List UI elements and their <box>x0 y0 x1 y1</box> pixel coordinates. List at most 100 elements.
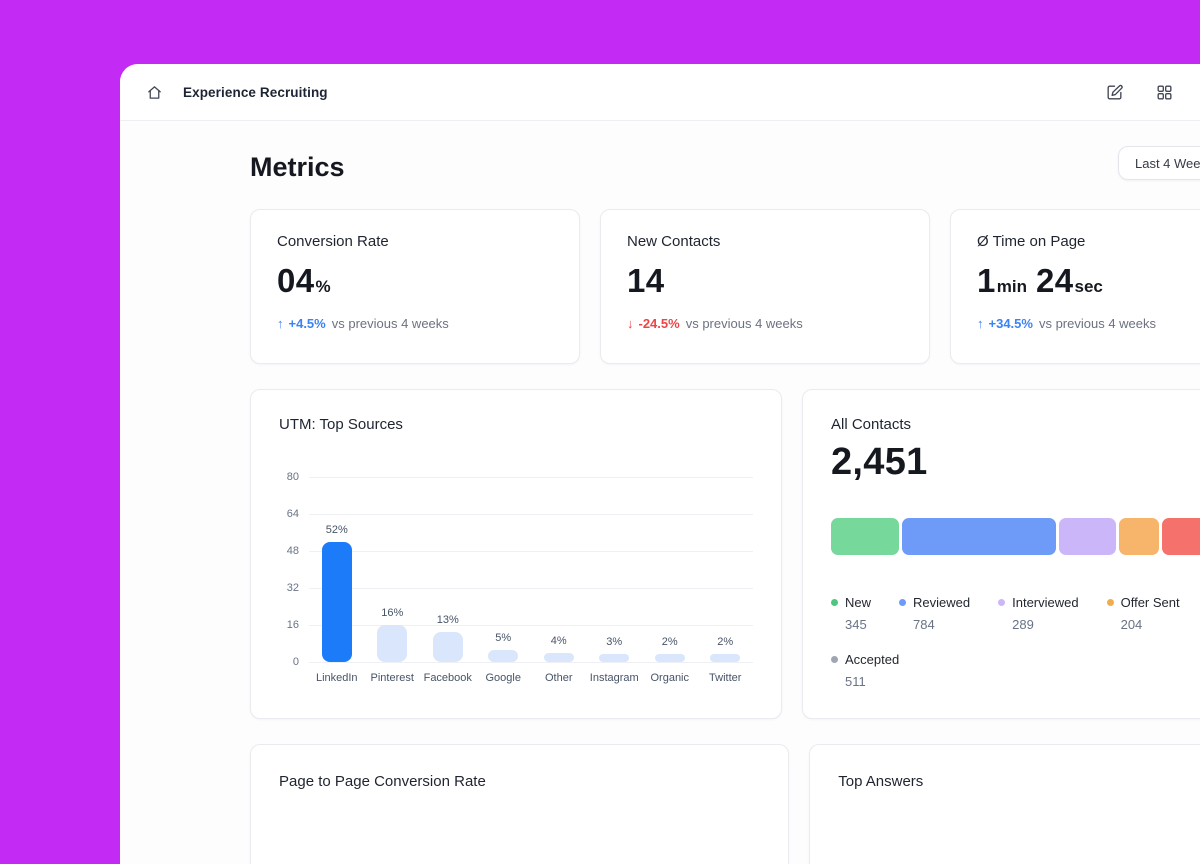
bar-column: 2% <box>642 636 698 662</box>
x-axis-category-label: Other <box>544 672 573 684</box>
utm-bar-chart: 80 64 48 32 16 0 52% 16% 13% 5% 4% 3% 2% 2% LinkedIn… <box>279 471 753 684</box>
y-axis-tick-label: 0 <box>292 656 299 668</box>
top-answers-card: Top Answers <box>809 744 1200 864</box>
legend-item-interviewed: Interviewed 289 <box>998 595 1079 632</box>
y-axis-tick-label: 32 <box>286 582 299 594</box>
bar-value-label: 3% <box>606 636 623 648</box>
metric-title: New Contacts <box>627 233 721 250</box>
bar-column: 5% <box>476 632 532 662</box>
x-axis-category-label: LinkedIn <box>315 672 358 684</box>
bar-column: 16% <box>365 607 421 662</box>
segment-offer-sent <box>1119 518 1160 555</box>
metric-card: New Contacts 14 ↓ -24.5% vs previous 4 w… <box>600 209 930 364</box>
legend-dot-icon <box>831 599 838 606</box>
bar-column: 3% <box>587 636 643 662</box>
metric-title: Ø Time on Page <box>977 233 1086 250</box>
legend-item-accepted: Accepted 511 <box>831 652 899 689</box>
bar-value-label: 2% <box>661 636 678 648</box>
trend-value: +4.5% <box>288 316 326 331</box>
bar-linkedin <box>321 541 352 662</box>
x-axis-category-label: Pinterest <box>370 672 414 684</box>
apps-icon[interactable] <box>1155 83 1174 102</box>
utm-bars: 52% 16% 13% 5% 4% 3% 2% 2% <box>309 477 753 662</box>
trend-label: vs previous 4 weeks <box>685 316 803 331</box>
legend-dot-icon <box>899 599 907 606</box>
legend-label-text: New <box>845 595 872 610</box>
segment-interviewed <box>1059 518 1117 555</box>
segment-reviewed <box>901 518 1057 555</box>
edit-icon[interactable] <box>1105 83 1124 102</box>
utm-x-labels: LinkedIn Pinterest Facebook Google Other Inst… <box>309 672 753 684</box>
y-axis-tick-label: 80 <box>286 471 299 483</box>
bar-value-label: 2% <box>717 636 734 648</box>
metric-cards-row: Conversion Rate 04% ↑ +4.5% vs previous … <box>250 209 1200 364</box>
bar-column: 52% <box>309 524 365 662</box>
gridline <box>309 662 753 663</box>
bar-column: 13% <box>420 614 476 662</box>
metric-trend: ↓ -24.5% vs previous 4 weeks <box>627 316 903 331</box>
utm-top-sources-card: UTM: Top Sources 80 64 48 32 16 0 52% 16% 13% 5%… <box>250 389 782 719</box>
legend-item-new: New 345 <box>831 595 871 632</box>
charts-row: UTM: Top Sources 80 64 48 32 16 0 52% 16% 13% 5%… <box>250 389 1200 719</box>
page-to-page-conversion-card: Page to Page Conversion Rate <box>250 744 790 864</box>
legend-dot-icon <box>998 599 1006 606</box>
card-title: All Contacts <box>831 416 912 433</box>
trend-label: vs previous 4 weeks <box>331 316 449 331</box>
trend-down-icon: ↓ <box>627 316 634 331</box>
gridline <box>309 588 753 589</box>
metric-trend: ↑ +34.5% vs previous 4 weeks <box>977 316 1200 331</box>
segment-accepted <box>1162 518 1200 555</box>
bar-value-label: 5% <box>495 632 512 645</box>
trend-up-icon: ↑ <box>277 316 284 331</box>
x-axis-category-label: Organic <box>650 672 690 684</box>
legend-label: Interviewed <box>998 595 1079 610</box>
card-title: UTM: Top Sources <box>279 416 403 433</box>
legend-item-offer-sent: Offer Sent 204 <box>1106 595 1180 632</box>
bar-organic <box>654 654 685 662</box>
home-icon[interactable] <box>146 84 163 101</box>
bar-instagram <box>599 654 630 662</box>
contacts-total: 2,451 <box>831 441 928 483</box>
bar-facebook <box>432 631 463 662</box>
bar-column: 2% <box>698 636 754 662</box>
metric-value-unit: min <box>996 277 1027 296</box>
legend-label-text: Reviewed <box>913 595 971 610</box>
bar-value-label: 4% <box>550 634 567 647</box>
y-axis-tick-label: 16 <box>286 619 299 631</box>
bottom-cards-row: Page to Page Conversion Rate Top Answers <box>250 744 1200 864</box>
legend-value: 204 <box>1120 617 1143 632</box>
card-title: Page to Page Conversion Rate <box>279 773 486 790</box>
metric-value-number: 24 <box>1036 262 1074 299</box>
bar-google <box>488 650 519 662</box>
gridline <box>309 514 753 515</box>
trend-up-icon: ↑ <box>977 316 984 331</box>
metric-value-unit: sec <box>1074 277 1103 296</box>
gridline <box>309 551 753 552</box>
legend-label-text: Interviewed <box>1012 595 1079 610</box>
contacts-stacked-bar <box>831 518 1200 555</box>
contacts-legend: New 345 Reviewed 784 Interviewed 289 Offer Sen… <box>831 595 1200 689</box>
bar-pinterest <box>377 625 408 662</box>
trend-label: vs previous 4 weeks <box>1038 316 1157 331</box>
metrics-page: Metrics Last 4 Weeks Conversion Rate 04%… <box>120 121 1200 864</box>
metric-trend: ↑ +4.5% vs previous 4 weeks <box>277 316 553 331</box>
utm-y-axis: 80 64 48 32 16 0 <box>279 471 309 668</box>
legend-dot-icon <box>831 656 838 663</box>
legend-item-reviewed: Reviewed 784 <box>899 595 970 632</box>
metric-value-number: 1 <box>977 262 996 299</box>
bar-twitter <box>710 654 741 662</box>
header-actions <box>1105 64 1174 120</box>
metric-card: Ø Time on Page 1min 24sec ↑ +34.5% vs pre… <box>950 209 1200 364</box>
app-title: Experience Recruiting <box>183 84 328 100</box>
app-header: Experience Recruiting <box>120 64 1200 121</box>
x-axis-category-label: Google <box>485 672 521 684</box>
metric-value: 04% <box>277 262 553 300</box>
metric-card: Conversion Rate 04% ↑ +4.5% vs previous … <box>250 209 580 364</box>
all-contacts-card: All Contacts 2,451 New 345 Reviewed 784 Inte… <box>802 389 1200 719</box>
bar-value-label: 13% <box>436 613 459 626</box>
gridline <box>309 477 753 478</box>
date-range-button[interactable]: Last 4 Weeks <box>1118 146 1200 180</box>
bar-value-label: 52% <box>325 523 348 536</box>
legend-value: 289 <box>1012 617 1034 632</box>
gridline <box>309 625 753 626</box>
